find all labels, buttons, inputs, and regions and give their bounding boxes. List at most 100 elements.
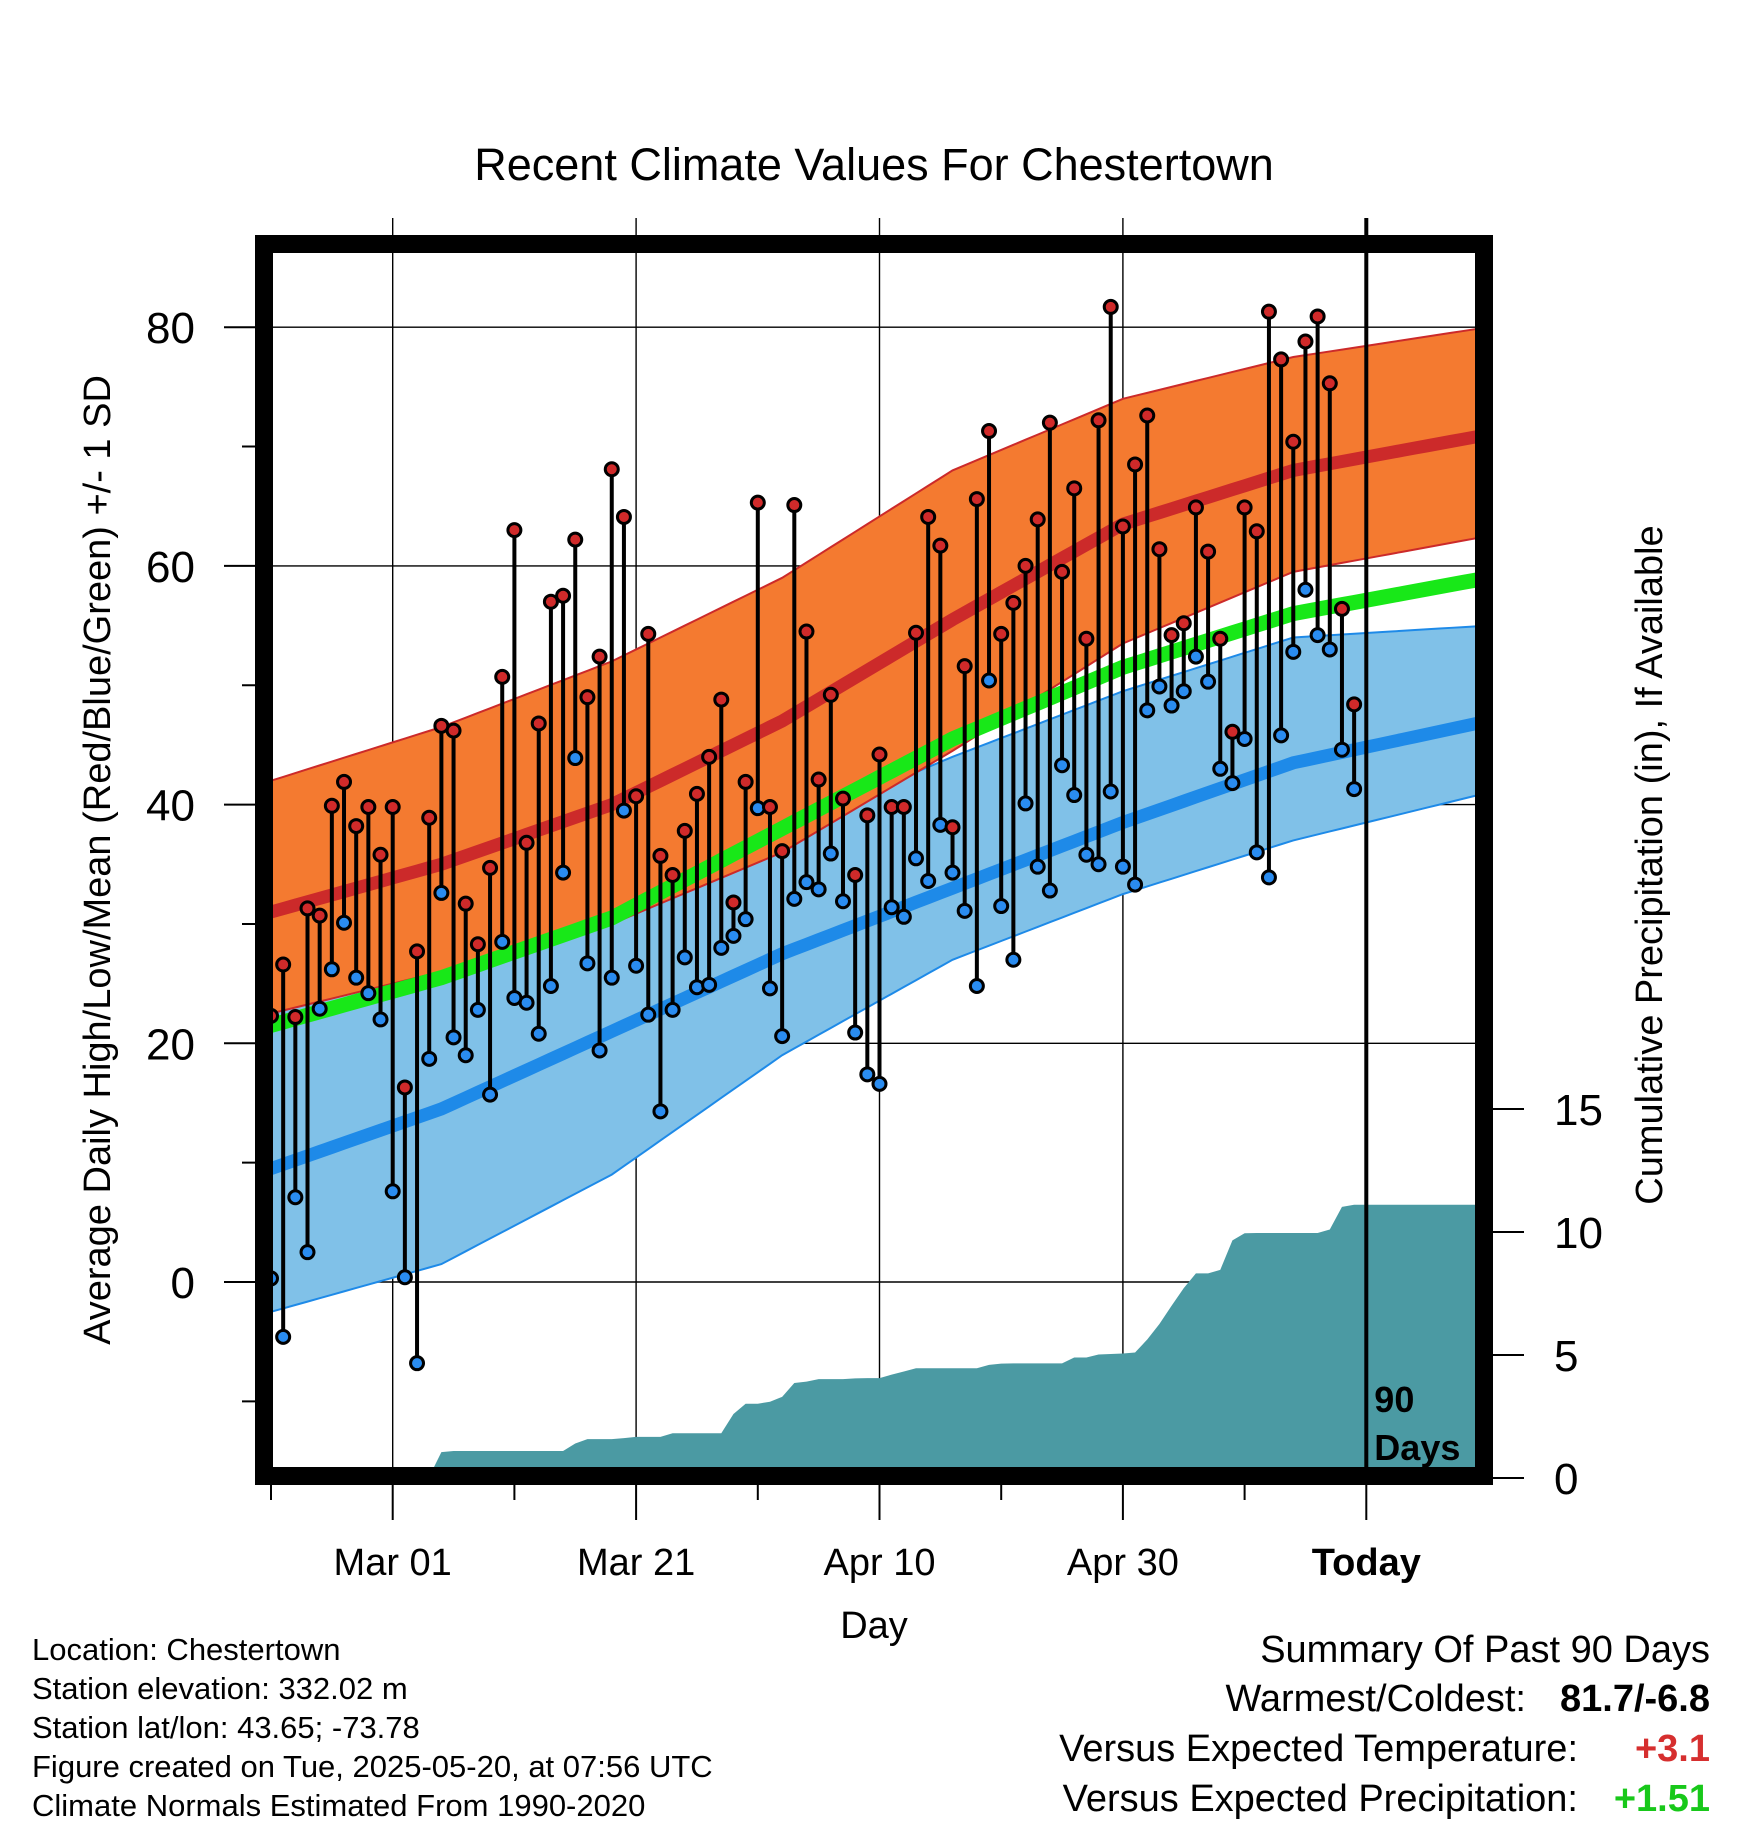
- today-days-label: 90: [1374, 1379, 1414, 1420]
- daily-low-point: [981, 672, 998, 689]
- daily-low-point: [1260, 869, 1277, 886]
- daily-low-point: [1333, 741, 1350, 758]
- daily-low-point: [640, 1006, 657, 1023]
- normal-high-line: [269, 428, 1490, 919]
- normals-text: Climate Normals Estimated From 1990-2020: [32, 1788, 646, 1823]
- daily-low-point: [798, 874, 815, 891]
- daily-high-point: [956, 658, 973, 675]
- daily-range-stems: [269, 306, 1357, 1364]
- daily-high-point: [932, 537, 949, 554]
- daily-low-point: [1163, 697, 1180, 714]
- daily-low-point: [1309, 627, 1326, 644]
- daily-low-point: [701, 976, 718, 993]
- daily-low-point: [834, 893, 851, 910]
- summary-temp-value: +3.1: [1634, 1728, 1710, 1770]
- daily-high-point: [1297, 333, 1314, 350]
- daily-high-point: [615, 508, 632, 525]
- daily-high-point: [786, 497, 803, 514]
- daily-low-point: [1127, 876, 1144, 893]
- daily-low-point: [287, 1189, 304, 1206]
- daily-high-point: [1127, 456, 1144, 473]
- daily-high-point: [1212, 630, 1229, 647]
- elevation-text: Station elevation: 332.02 m: [32, 1671, 408, 1706]
- daily-low-point: [1224, 775, 1241, 792]
- x-tick-label: Apr 30: [1067, 1542, 1179, 1584]
- daily-low-point: [299, 1244, 316, 1261]
- plot-frame: 90 Days: [255, 218, 1493, 1485]
- daily-low-point: [494, 933, 511, 950]
- daily-high-point: [445, 722, 462, 739]
- daily-low-point: [1041, 882, 1058, 899]
- daily-high-point: [348, 818, 365, 835]
- daily-high-point: [1187, 499, 1204, 516]
- daily-low-point: [1114, 858, 1131, 875]
- daily-low-point: [396, 1269, 413, 1286]
- daily-high-point: [1273, 351, 1290, 368]
- daily-low-point: [311, 1000, 328, 1017]
- daily-low-point: [883, 899, 900, 916]
- daily-high-point: [1029, 511, 1046, 528]
- daily-high-point: [336, 773, 353, 790]
- daily-low-point: [1005, 951, 1022, 968]
- daily-low-point: [761, 980, 778, 997]
- daily-low-point: [968, 978, 985, 995]
- daily-high-point: [688, 785, 705, 802]
- daily-high-point: [384, 798, 401, 815]
- daily-low-point: [433, 884, 450, 901]
- daily-high-point: [287, 1009, 304, 1026]
- summary-warmest-value: 81.7/-6.8: [1560, 1678, 1710, 1720]
- daily-low-point: [1029, 858, 1046, 875]
- y-axis-label: Average Daily High/Low/Mean (Red/Blue/Gr…: [77, 375, 119, 1345]
- daily-low-point: [579, 955, 596, 972]
- daily-high-point: [494, 668, 511, 685]
- daily-low-point: [725, 927, 742, 944]
- daily-high-point: [579, 689, 596, 706]
- location-text: Location: Chestertown: [32, 1632, 341, 1667]
- daily-high-point: [311, 907, 328, 924]
- chart-title: Recent Climate Values For Chestertown: [474, 139, 1274, 190]
- daily-high-point: [396, 1079, 413, 1096]
- daily-low-point: [1321, 641, 1338, 658]
- latlon-text: Station lat/lon: 43.65; -73.78: [32, 1710, 420, 1745]
- today-days-label: Days: [1374, 1427, 1460, 1468]
- daily-high-point: [1175, 615, 1192, 632]
- y-tick-label: 80: [146, 304, 195, 353]
- daily-high-point: [640, 625, 657, 642]
- daily-high-point: [360, 798, 377, 815]
- daily-low-point: [652, 1103, 669, 1120]
- daily-high-point: [1005, 594, 1022, 611]
- daily-high-point: [506, 522, 523, 539]
- daily-high-point: [774, 843, 791, 860]
- daily-low-point: [1187, 648, 1204, 665]
- daily-low-point: [336, 914, 353, 931]
- x-axis-label: Day: [840, 1605, 908, 1647]
- summary-warmest-row: Warmest/Coldest: 81.7/-6.8: [1059, 1674, 1710, 1724]
- daily-low-point: [360, 985, 377, 1002]
- daily-high-point: [664, 867, 681, 884]
- daily-high-point: [737, 773, 754, 790]
- daily-high-point: [1236, 499, 1253, 516]
- daily-high-point: [1333, 600, 1350, 617]
- daily-low-point: [847, 1024, 864, 1041]
- daily-low-point: [1078, 846, 1095, 863]
- x-tick-label: Mar 01: [334, 1542, 452, 1584]
- daily-high-point: [993, 625, 1010, 642]
- daily-high-point: [457, 895, 474, 912]
- y-tick-label: 60: [146, 543, 195, 592]
- daily-high-point: [591, 648, 608, 665]
- daily-low-point: [737, 911, 754, 928]
- daily-high-point: [1139, 407, 1156, 424]
- daily-high-point: [701, 748, 718, 765]
- daily-low-point: [1151, 678, 1168, 695]
- daily-high-point: [968, 491, 985, 508]
- daily-high-point: [1321, 375, 1338, 392]
- daily-high-point: [676, 822, 693, 839]
- summary-precip-value: +1.51: [1613, 1778, 1710, 1820]
- axes: 0 20 40 60 80 0 5 10 15 Mar 01 Mar 21 Apr 10 Apr 30 T…: [146, 304, 1603, 1584]
- daily-low-point: [542, 978, 559, 995]
- daily-high-point: [1102, 298, 1119, 315]
- daily-low-point: [275, 1328, 292, 1345]
- daily-low-point: [908, 850, 925, 867]
- daily-low-point: [409, 1355, 426, 1372]
- daily-low-point: [384, 1183, 401, 1200]
